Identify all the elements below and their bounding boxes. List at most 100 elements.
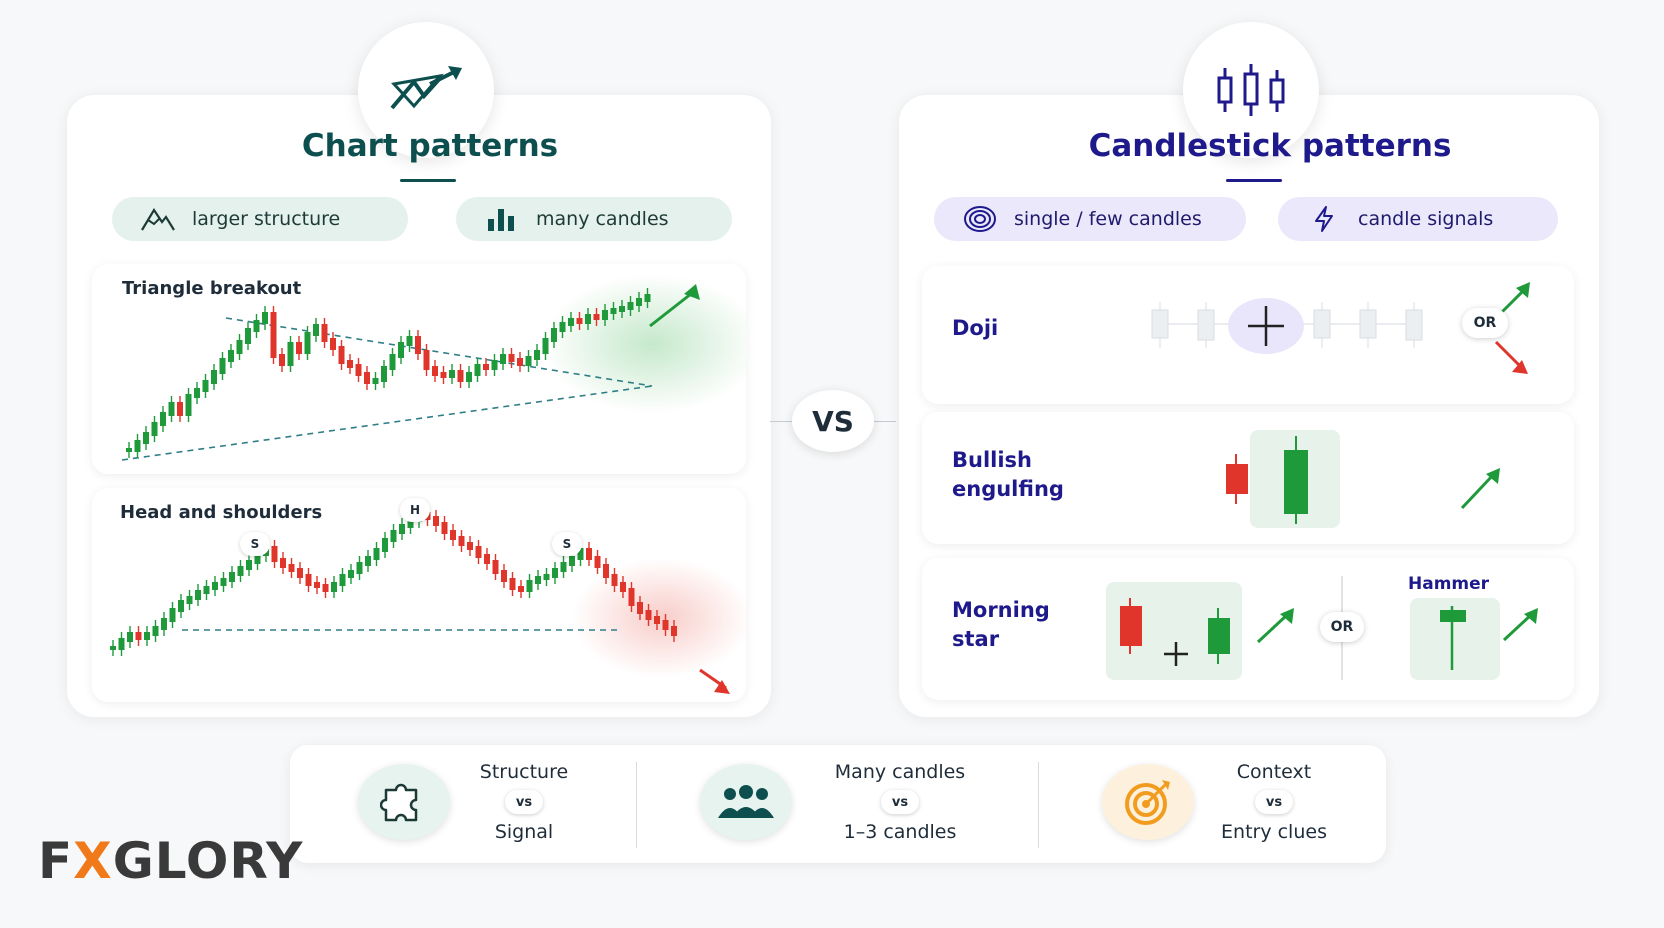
candle xyxy=(594,556,601,568)
triangle-chart-icon xyxy=(358,22,494,158)
candle xyxy=(160,412,166,426)
target-rings-icon xyxy=(960,205,1000,233)
candle xyxy=(492,560,499,574)
candle xyxy=(568,318,574,326)
candle xyxy=(355,364,362,376)
candle xyxy=(110,646,116,650)
hammer-label: Hammer xyxy=(1408,574,1490,594)
candle xyxy=(365,556,371,566)
candle xyxy=(610,308,617,314)
candle xyxy=(440,372,447,378)
head-and-shoulders-card: Head and shoulders S H S xyxy=(92,488,746,702)
candle xyxy=(161,618,167,630)
candle xyxy=(118,638,125,650)
doji-label: Doji xyxy=(952,316,999,340)
fxglory-logo: FXGLORY xyxy=(38,832,303,890)
candle xyxy=(644,294,651,302)
candle xyxy=(586,548,592,560)
candle xyxy=(381,366,387,382)
one-three-candles-label: 1–3 candles xyxy=(843,821,957,843)
candle xyxy=(331,582,337,592)
candle xyxy=(611,574,618,586)
candle xyxy=(432,366,438,376)
head-and-shoulders-title: Head and shoulders xyxy=(120,502,323,523)
candle xyxy=(245,328,251,344)
candle xyxy=(262,312,268,324)
triangle-breakout-card: Triangle breakout xyxy=(92,264,746,474)
candle xyxy=(450,530,456,540)
head-and-shoulders-chart xyxy=(110,506,746,694)
vs-line-right xyxy=(874,421,896,422)
candle xyxy=(433,516,439,526)
candle xyxy=(321,324,328,342)
candle xyxy=(270,312,277,358)
or-badge: OR xyxy=(1462,308,1508,338)
triangle-breakout-chart xyxy=(121,274,746,461)
vs-badge-small: vs xyxy=(1255,790,1293,814)
morning-star-illustration xyxy=(1106,576,1538,680)
divider xyxy=(636,762,637,848)
candle xyxy=(287,342,294,366)
candle xyxy=(466,372,472,382)
candle xyxy=(297,568,303,578)
candle xyxy=(457,370,464,382)
candle xyxy=(474,364,481,376)
engulfing-illustration xyxy=(1226,430,1500,528)
morning-star-row: Morning star OR Hammer xyxy=(922,558,1574,700)
candle xyxy=(501,570,507,582)
structure-label: Structure xyxy=(479,761,569,783)
single-few-candles-pill: single / few candles xyxy=(934,197,1246,241)
candle xyxy=(551,328,557,342)
candle xyxy=(559,322,566,332)
candle xyxy=(508,354,515,362)
candle xyxy=(288,564,295,572)
candle xyxy=(338,346,345,364)
candle xyxy=(593,314,600,320)
candle xyxy=(415,336,421,354)
candle xyxy=(135,632,142,640)
larger-structure-pill: larger structure xyxy=(112,197,408,241)
candle xyxy=(491,360,498,370)
candle xyxy=(627,302,634,310)
candle xyxy=(271,546,278,562)
candle xyxy=(560,562,567,572)
candle xyxy=(202,380,209,392)
candle xyxy=(373,548,380,560)
vs-badge-small: vs xyxy=(881,790,919,814)
candle xyxy=(322,584,329,592)
candle xyxy=(382,538,388,552)
candle xyxy=(194,388,200,398)
entry-clues-label: Entry clues xyxy=(1221,821,1327,843)
pill-label: candle signals xyxy=(1358,208,1494,230)
shoulder-label: S xyxy=(240,532,270,556)
candle xyxy=(212,582,218,590)
label-line: engulfing xyxy=(952,477,1064,501)
candle xyxy=(211,370,217,384)
bullish-engulfing-row: Bullish engulfing xyxy=(922,412,1574,544)
candle xyxy=(407,518,414,528)
candle xyxy=(619,306,625,312)
candle xyxy=(372,378,379,384)
vs-badge-small: vs xyxy=(505,790,543,814)
candle xyxy=(127,632,133,642)
candle xyxy=(449,370,455,378)
candle xyxy=(169,608,176,622)
candle xyxy=(542,338,549,354)
triangle-breakout-title: Triangle breakout xyxy=(122,278,302,299)
candle xyxy=(526,580,533,592)
candle xyxy=(203,586,210,594)
candle xyxy=(535,576,541,584)
candle xyxy=(467,542,473,550)
candle xyxy=(364,372,370,384)
candle xyxy=(313,324,319,336)
candlestick-patterns-title: Candlestick patterns xyxy=(1088,128,1452,164)
candle xyxy=(152,626,159,636)
candle xyxy=(585,314,591,324)
candle xyxy=(398,342,404,358)
candle-signals-pill: candle signals xyxy=(1278,197,1558,241)
pill-label: single / few candles xyxy=(1014,208,1202,230)
candle xyxy=(534,350,540,360)
candle xyxy=(279,354,285,366)
doji-illustration xyxy=(1151,282,1530,374)
logo-x: X xyxy=(73,832,113,890)
